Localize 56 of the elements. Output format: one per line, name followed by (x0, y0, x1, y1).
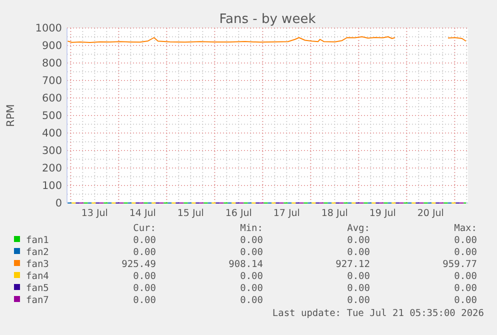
chart-title: Fans - by week (219, 12, 316, 27)
text: 0.00 (240, 295, 264, 306)
legend-label: fan3 (26, 259, 49, 270)
legend-label: fan5 (26, 283, 49, 294)
x-tick-label: 18 Jul (321, 208, 348, 219)
text: 0.00 (133, 295, 156, 306)
text: 927.12 (336, 259, 370, 270)
text: 0.00 (454, 271, 478, 282)
legend-label: fan2 (26, 247, 49, 258)
x-tick-label: 13 Jul (81, 208, 108, 219)
text: 0.00 (240, 247, 264, 258)
text: 0.00 (133, 247, 156, 258)
x-tick-label: 17 Jul (273, 208, 300, 219)
y-tick-label: 100 (42, 180, 62, 192)
text: Cur: (133, 223, 156, 234)
text: 0.00 (454, 247, 478, 258)
legend-label: fan7 (26, 295, 49, 306)
y-tick-label: 400 (42, 128, 62, 140)
y-tick-label: 1000 (35, 22, 62, 35)
text: 0.00 (133, 271, 156, 282)
text: 0.00 (133, 283, 156, 294)
text: 925.49 (122, 259, 156, 270)
y-tick-label: 800 (42, 58, 62, 70)
text: 0.00 (347, 283, 370, 294)
text: 0.00 (347, 247, 370, 258)
y-tick-label: 200 (42, 162, 62, 175)
y-tick-label: 900 (42, 40, 62, 52)
text: 0.00 (347, 235, 370, 246)
x-tick-label: 15 Jul (177, 208, 204, 219)
legend-label: fan1 (26, 235, 50, 246)
x-tick-label: 19 Jul (369, 208, 396, 219)
text: 908.14 (228, 259, 264, 270)
text: 0.00 (454, 295, 478, 306)
text: 0.00 (133, 235, 156, 246)
y-axis-title: RPM (5, 104, 17, 127)
text: 0.00 (240, 283, 264, 294)
text: Max: (454, 223, 477, 234)
text: 0.00 (347, 295, 370, 306)
text: 0.00 (454, 235, 478, 246)
y-tick-label: 600 (42, 92, 62, 105)
y-tick-label: 700 (42, 75, 62, 88)
text: 0.00 (240, 235, 264, 246)
y-tick-label: 500 (42, 110, 62, 122)
legend-label: fan4 (26, 271, 50, 282)
text: Last update: Tue Jul 21 05:35:00 2026 (272, 308, 484, 319)
x-tick-label: 14 Jul (129, 208, 156, 219)
y-tick-label: 300 (42, 145, 62, 158)
text: Avg: (347, 223, 370, 234)
x-tick-label: 16 Jul (225, 208, 252, 219)
text: 959.77 (442, 259, 477, 270)
text: 0.00 (454, 283, 478, 294)
text: 0.00 (240, 271, 264, 282)
text: Min: (240, 223, 263, 234)
text: 0.00 (347, 271, 370, 282)
y-tick-label: 0 (55, 198, 62, 210)
x-tick-label: 20 Jul (417, 208, 444, 219)
